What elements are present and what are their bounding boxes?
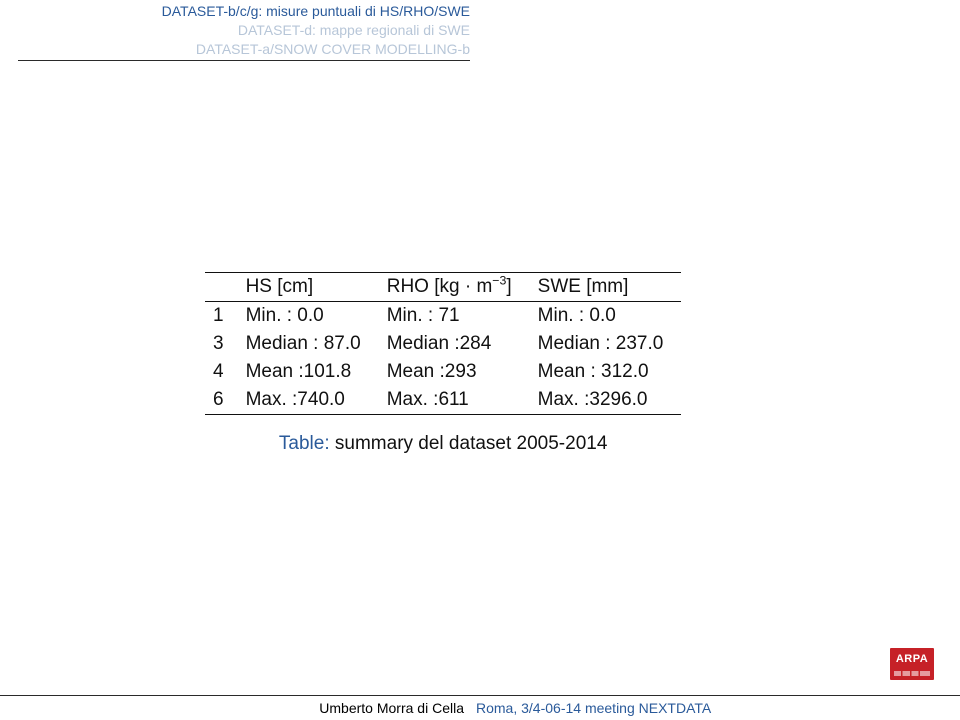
cell-idx: 1: [205, 302, 238, 331]
cell-swe: Median : 237.0: [530, 330, 682, 358]
section-header: DATASET-b/c/g: misure puntuali di HS/RHO…: [0, 2, 470, 59]
footer: Umberto Morra di Cella Roma, 3/4-06-14 m…: [0, 695, 960, 720]
footer-event: Roma, 3/4-06-14 meeting NEXTDATA: [470, 696, 960, 720]
col-idx: [205, 273, 238, 302]
table-container: HS [cm] RHO [kg · m−3] SWE [mm] 1 Min. :…: [205, 272, 681, 455]
cell-rho: Median :284: [379, 330, 530, 358]
arpa-logo: ARPA: [890, 648, 934, 680]
table-row: 3 Median : 87.0 Median :284 Median : 237…: [205, 330, 681, 358]
slide: DATASET-b/c/g: misure puntuali di HS/RHO…: [0, 0, 960, 720]
header-line: DATASET-d: mappe regionali di SWE: [0, 21, 470, 40]
cell-rho: Max. :611: [379, 386, 530, 415]
cell-swe: Mean : 312.0: [530, 358, 682, 386]
cell-rho: Min. : 71: [379, 302, 530, 331]
cell-hs: Min. : 0.0: [238, 302, 379, 331]
summary-table: HS [cm] RHO [kg · m−3] SWE [mm] 1 Min. :…: [205, 272, 681, 415]
col-hs: HS [cm]: [238, 273, 379, 302]
header-line-active: DATASET-b/c/g: misure puntuali di HS/RHO…: [0, 2, 470, 21]
col-swe: SWE [mm]: [530, 273, 682, 302]
cell-idx: 3: [205, 330, 238, 358]
col-rho: RHO [kg · m−3]: [379, 273, 530, 302]
cell-idx: 6: [205, 386, 238, 415]
cell-rho: Mean :293: [379, 358, 530, 386]
cell-hs: Median : 87.0: [238, 330, 379, 358]
table-row: 4 Mean :101.8 Mean :293 Mean : 312.0: [205, 358, 681, 386]
cell-hs: Mean :101.8: [238, 358, 379, 386]
table-caption: Table: summary del dataset 2005-2014: [205, 433, 681, 455]
cell-hs: Max. :740.0: [238, 386, 379, 415]
cell-swe: Min. : 0.0: [530, 302, 682, 331]
cell-idx: 4: [205, 358, 238, 386]
cell-swe: Max. :3296.0: [530, 386, 682, 415]
caption-label: Table:: [279, 433, 330, 454]
header-line: DATASET-a/SNOW COVER MODELLING-b: [0, 40, 470, 59]
header-separator: [18, 60, 470, 61]
table-row: 6 Max. :740.0 Max. :611 Max. :3296.0: [205, 386, 681, 415]
table-row: 1 Min. : 0.0 Min. : 71 Min. : 0.0: [205, 302, 681, 331]
footer-author: Umberto Morra di Cella: [0, 696, 470, 720]
table-header-row: HS [cm] RHO [kg · m−3] SWE [mm]: [205, 273, 681, 302]
caption-text: summary del dataset 2005-2014: [335, 433, 608, 454]
